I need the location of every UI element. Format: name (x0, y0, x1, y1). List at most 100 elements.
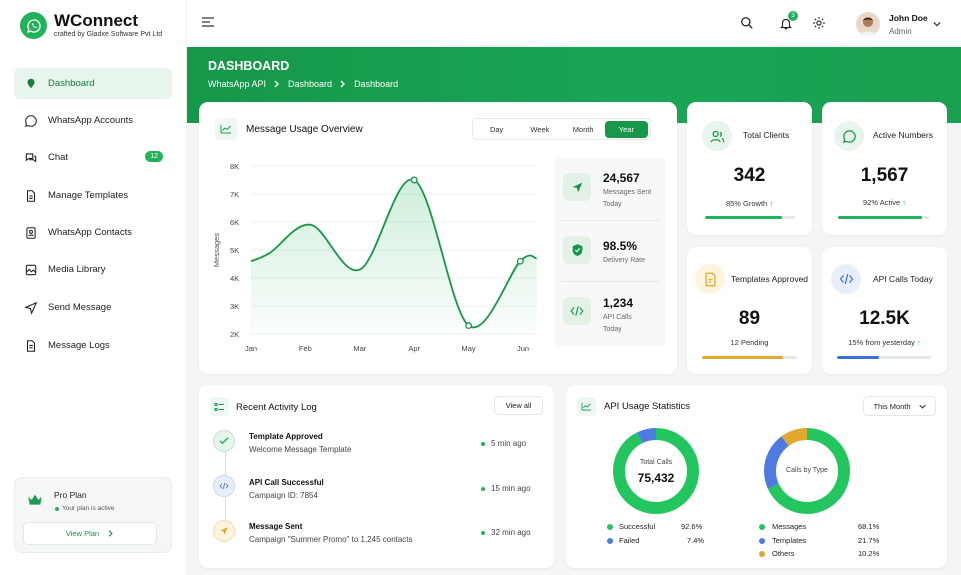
kpi-title: Templates Approved (731, 274, 809, 284)
menu-toggle-icon[interactable] (202, 17, 214, 27)
series-area (251, 179, 537, 334)
messages-sent-value: 24,567 (603, 171, 640, 185)
legend-value: 21.7% (858, 536, 880, 545)
kpi-card-templates-approved[interactable]: Templates Approved 89 12 Pending (687, 247, 812, 374)
chevron-down-icon[interactable] (933, 21, 941, 27)
period-select[interactable]: This Month (863, 396, 936, 416)
sidebar-item-whatsapp-accounts[interactable]: WhatsApp Accounts (14, 105, 172, 136)
user-name[interactable]: John Doe (889, 13, 928, 23)
sidebar-item-whatsapp-contacts[interactable]: WhatsApp Contacts (14, 217, 172, 248)
chat-count-badge: 12 (145, 151, 163, 162)
range-year-button[interactable]: Year (604, 120, 648, 138)
card-title: Recent Activity Log (236, 402, 317, 413)
gear-icon[interactable] (812, 16, 826, 30)
data-point (516, 257, 524, 265)
sidebar-item-dashboard[interactable]: Dashboard (14, 68, 172, 99)
arrow-up-icon: ↑ (902, 198, 906, 207)
usage-stats-panel: 24,567 Messages Sent Today 98.5% Deliver… (554, 157, 665, 347)
legend-label: Failed (619, 536, 640, 545)
donut-segment-failed (613, 428, 699, 514)
kpi-card-total-clients[interactable]: Total Clients 342 85% Growth ↑ (687, 102, 812, 235)
y-axis-label: Messages (212, 233, 221, 267)
legend-value: 68.1% (858, 522, 880, 531)
total-calls-donut (613, 428, 699, 514)
legend-label: Others (772, 549, 795, 558)
donut-segment-templates (764, 428, 850, 514)
total-calls-value: 75,432 (637, 471, 675, 485)
sidebar-item-send-message[interactable]: Send Message (14, 292, 172, 323)
whatsapp-icon (834, 121, 864, 151)
breadcrumb-item-whatsapp-api[interactable]: WhatsApp API (208, 79, 267, 89)
calls-by-type-donut (764, 428, 850, 514)
breadcrumb-item-dashboard[interactable]: Dashboard (288, 79, 333, 89)
y-tick-label: 6K (230, 218, 239, 227)
kpi-progress (702, 356, 797, 359)
code-icon (213, 475, 235, 497)
x-tick-label: Apr (408, 344, 420, 353)
chat-icon (25, 152, 37, 163)
period-select-value: This Month (873, 401, 911, 411)
delivery-rate-label: Delivery Rate (603, 257, 646, 264)
brand-subtitle: crafted by Gladxe Software Pvt Ltd (54, 31, 163, 38)
x-tick-label: Feb (299, 344, 312, 353)
search-icon[interactable] (740, 16, 754, 30)
chevron-down-icon (918, 404, 926, 409)
check-icon (213, 430, 235, 452)
sidebar-item-chat[interactable]: Chat 12 (14, 142, 172, 173)
activity-time: 5 min ago (491, 439, 527, 448)
donut-label: Total Calls (639, 459, 673, 466)
view-plan-button[interactable]: View Plan (23, 522, 157, 545)
legend-swatch (607, 524, 613, 530)
send-icon (213, 520, 235, 542)
bell-icon[interactable] (779, 16, 793, 31)
kpi-card-api-calls-today[interactable]: API Calls Today 12.5K 15% from yesterday… (822, 247, 947, 374)
activity-description: Welcome Message Template (249, 445, 352, 454)
status-dot (481, 442, 485, 446)
avatar[interactable] (856, 12, 880, 36)
y-tick-label: 3K (230, 302, 239, 311)
kpi-subtext-label: 92% Active (863, 198, 901, 207)
chevron-right-icon (274, 80, 280, 88)
legend-value: 10.2% (858, 549, 880, 558)
donut-segment-others (764, 428, 850, 514)
view-all-button[interactable]: View all (494, 396, 543, 415)
brand-name: WConnect (54, 11, 139, 30)
plan-status: Your plan is active (62, 505, 115, 512)
kpi-title: Total Clients (743, 130, 790, 140)
sidebar-item-message-logs[interactable]: Message Logs (14, 330, 172, 361)
range-day-button[interactable]: Day (489, 124, 504, 134)
y-tick-label: 4K (230, 274, 239, 283)
delivery-rate-value: 98.5% (603, 239, 638, 253)
legend-value: 7.4% (687, 536, 705, 545)
chevron-right-icon (108, 530, 113, 537)
sidebar-item-manage-templates[interactable]: Manage Templates (14, 180, 172, 211)
whatsapp-icon (25, 114, 37, 127)
kpi-card-active-numbers[interactable]: Active Numbers 1,567 92% Active ↑ (822, 102, 947, 235)
code-icon (563, 297, 591, 325)
legend-label: Messages (772, 522, 807, 531)
sidebar-item-media-library[interactable]: Media Library (14, 254, 172, 285)
template-icon (26, 189, 36, 202)
x-tick-label: May (462, 344, 476, 353)
activity-description: Campaign ID: 7854 (249, 491, 318, 500)
range-week-button[interactable]: Week (530, 124, 550, 134)
notification-badge: 3 (788, 11, 798, 21)
plan-title: Pro Plan (54, 490, 87, 500)
kpi-progress (838, 216, 929, 219)
crown-icon (28, 494, 42, 505)
top-bar: 3 John Doe Admin (187, 0, 961, 47)
send-icon (24, 301, 38, 315)
code-icon (831, 264, 861, 294)
y-tick-label: 7K (230, 190, 239, 199)
kpi-progress (705, 216, 795, 219)
plan-status-dot (55, 507, 59, 511)
activity-title: Template Approved (249, 432, 323, 441)
status-dot (481, 531, 485, 535)
sidebar-item-label: Manage Templates (48, 190, 129, 201)
page-title: DASHBOARD (208, 59, 290, 73)
sidebar-item-label: Send Message (48, 302, 112, 313)
messages-sent-sublabel: Today (603, 201, 622, 208)
arrow-up-icon: ↑ (917, 338, 921, 347)
range-month-button[interactable]: Month (572, 124, 594, 134)
sidebar: WConnect crafted by Gladxe Software Pvt … (0, 0, 187, 575)
